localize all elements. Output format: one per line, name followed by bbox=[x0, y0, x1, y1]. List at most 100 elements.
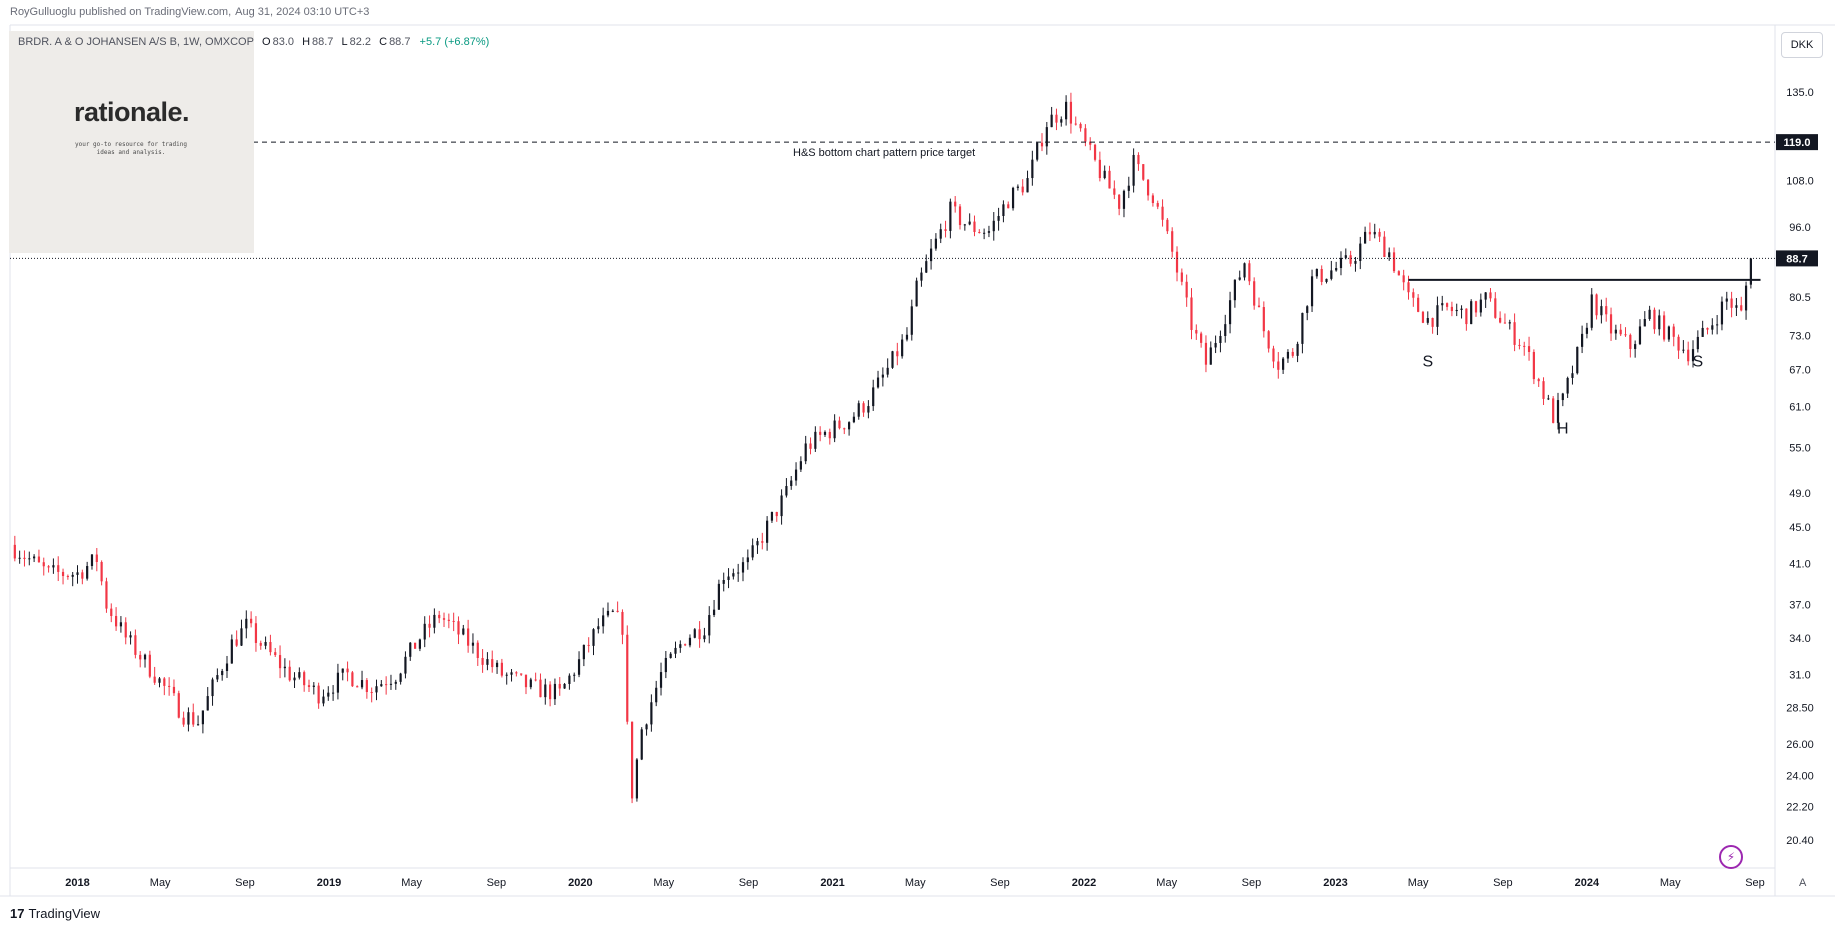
candle-body bbox=[708, 615, 711, 636]
candle-body bbox=[1547, 398, 1550, 400]
candle-body bbox=[1103, 170, 1106, 179]
time-tick-label: May bbox=[1156, 877, 1177, 889]
candle-body bbox=[1552, 398, 1555, 423]
candle-body bbox=[886, 367, 889, 375]
price-tick-label: 41.0 bbox=[1789, 559, 1810, 571]
candle-body bbox=[1417, 297, 1420, 312]
candles-layer bbox=[13, 92, 1752, 804]
candle-body bbox=[592, 629, 595, 646]
high-value: 88.7 bbox=[312, 36, 334, 48]
auto-scale-button[interactable]: A bbox=[1799, 877, 1807, 889]
candle-body bbox=[1402, 275, 1405, 283]
candle-body bbox=[804, 443, 807, 462]
candle-body bbox=[1445, 303, 1449, 307]
candle-body bbox=[168, 685, 171, 687]
candle-body bbox=[1614, 329, 1617, 334]
candle-body bbox=[833, 420, 836, 439]
candle-body bbox=[1595, 294, 1598, 316]
candle-body bbox=[1354, 260, 1357, 264]
candle-body bbox=[1561, 393, 1564, 401]
candle-body bbox=[838, 420, 841, 429]
candle-body bbox=[1306, 306, 1309, 313]
candle-body bbox=[1200, 333, 1203, 343]
tradingview-logo[interactable]: 17 TradingView bbox=[10, 906, 100, 921]
price-tick-label: 28.50 bbox=[1786, 703, 1814, 715]
candle-body bbox=[949, 201, 952, 231]
lightning-icon[interactable]: ⚡ bbox=[1719, 845, 1743, 869]
candle-body bbox=[1629, 334, 1632, 349]
candle-body bbox=[90, 554, 94, 567]
candle-body bbox=[659, 672, 663, 688]
candle-body bbox=[61, 571, 65, 577]
candle-body bbox=[1002, 204, 1005, 216]
price-axis[interactable]: 150.0135.0119.0108.096.088.780.573.067.0… bbox=[1776, 46, 1818, 847]
candle-body bbox=[1084, 128, 1087, 142]
candle-body bbox=[722, 579, 725, 584]
target-price-label: H&S bottom chart pattern price target bbox=[793, 147, 975, 159]
close-value: 88.7 bbox=[389, 36, 411, 48]
candle-body bbox=[1113, 188, 1116, 195]
time-axis[interactable]: 2018 May Sep 2019 May Sep 2020 May Sep 2021 May Sep… bbox=[65, 877, 1765, 889]
currency-button[interactable]: DKK bbox=[1781, 32, 1823, 58]
candle-body bbox=[1687, 349, 1690, 362]
candle-body bbox=[1219, 335, 1222, 343]
price-tick-label: 31.0 bbox=[1789, 669, 1810, 681]
candle-body bbox=[1209, 347, 1212, 365]
candle-body bbox=[640, 729, 643, 760]
candle-body bbox=[1740, 305, 1743, 311]
candle-body bbox=[872, 387, 875, 407]
candle-body bbox=[1272, 348, 1275, 362]
candle-body bbox=[1055, 114, 1058, 123]
candle-body bbox=[447, 619, 450, 621]
candle-body bbox=[785, 486, 788, 496]
candle-body bbox=[269, 641, 272, 653]
candle-body bbox=[153, 676, 156, 683]
candle-body bbox=[442, 618, 446, 620]
candle-body bbox=[66, 576, 69, 578]
candle-body bbox=[148, 654, 151, 677]
candle-body bbox=[1262, 307, 1265, 332]
candle-body bbox=[1609, 314, 1613, 334]
candle-body bbox=[52, 565, 55, 568]
candle-body bbox=[770, 511, 774, 521]
candle-body bbox=[1137, 154, 1140, 165]
tradingview-brand: TradingView bbox=[28, 906, 101, 921]
price-tag-label: 88.7 bbox=[1786, 253, 1807, 265]
candle-body bbox=[520, 673, 523, 675]
candle-body bbox=[1079, 123, 1082, 129]
logo-title: rationale. bbox=[73, 97, 190, 127]
candle-body bbox=[1016, 186, 1019, 188]
candle-body bbox=[1527, 346, 1531, 352]
candle-body bbox=[1489, 292, 1492, 299]
candle-body bbox=[1098, 159, 1101, 179]
candle-body bbox=[457, 621, 460, 635]
candle-body bbox=[756, 541, 759, 546]
candle-body bbox=[1532, 351, 1535, 380]
candle-body bbox=[1108, 170, 1111, 189]
candle-body bbox=[939, 229, 942, 239]
candle-body bbox=[790, 480, 793, 487]
candle-body bbox=[332, 692, 335, 694]
candle-body bbox=[983, 232, 986, 234]
candle-body bbox=[1691, 349, 1695, 362]
candle-body bbox=[172, 686, 176, 694]
time-tick-label: May bbox=[150, 877, 171, 889]
candle-body bbox=[1267, 331, 1270, 349]
candle-body bbox=[163, 678, 166, 686]
candle-body bbox=[1494, 298, 1497, 318]
time-tick-label: Sep bbox=[487, 877, 507, 889]
candle-body bbox=[341, 668, 344, 673]
candle-body bbox=[852, 416, 856, 423]
time-tick-label: 2021 bbox=[820, 877, 844, 889]
candle-body bbox=[693, 629, 696, 638]
candle-body bbox=[929, 248, 933, 262]
candle-body bbox=[1576, 346, 1579, 374]
price-tag bbox=[1776, 250, 1818, 267]
candle-body bbox=[423, 623, 426, 640]
candle-body bbox=[1185, 281, 1188, 298]
candle-body bbox=[428, 623, 431, 628]
symbol-legend[interactable]: BRDR. A & O JOHANSEN A/S B, 1W, OMXCOP O… bbox=[18, 36, 491, 48]
time-tick-label: 2018 bbox=[65, 877, 89, 889]
logo-subtitle: your go-to resource for trading ideas an… bbox=[75, 141, 187, 156]
